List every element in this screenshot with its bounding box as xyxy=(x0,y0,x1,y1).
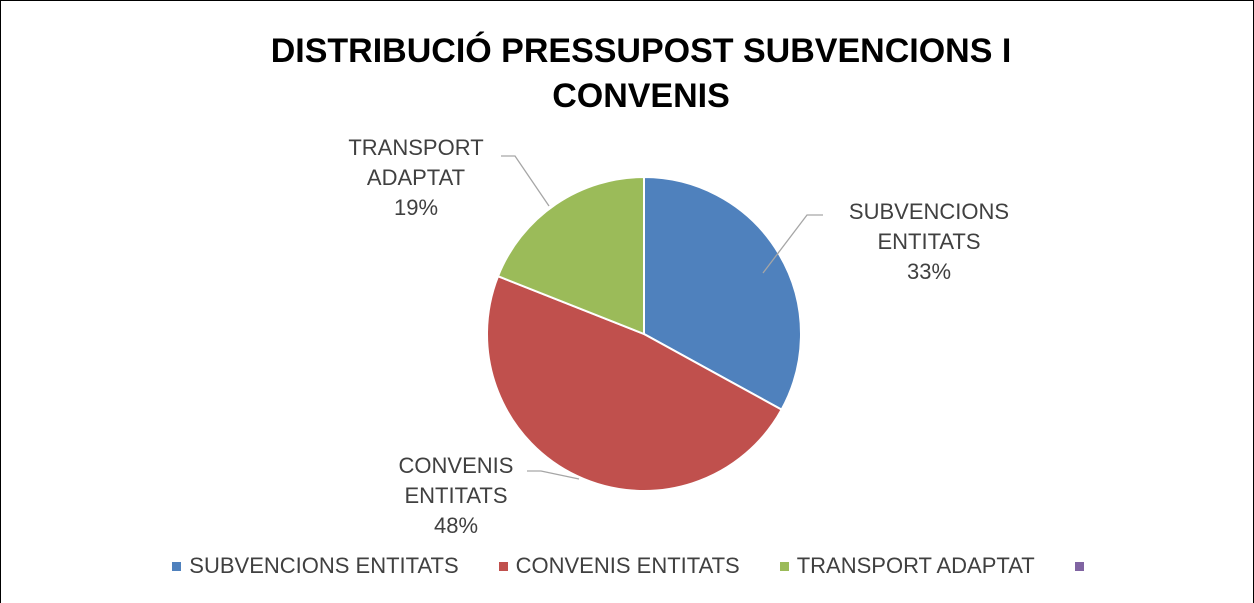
legend: SUBVENCIONS ENTITATS CONVENIS ENTITATS TRA… xyxy=(1,553,1253,579)
legend-item xyxy=(1074,553,1084,579)
leader-lines xyxy=(501,155,823,480)
legend-item: SUBVENCIONS ENTITATS xyxy=(172,553,459,579)
leader-line xyxy=(501,155,550,207)
legend-label: TRANSPORT ADAPTAT xyxy=(796,553,1035,578)
data-label-category: CONVENIS ENTITATS xyxy=(398,453,514,508)
slice xyxy=(496,175,645,336)
legend-item: CONVENIS ENTITATS xyxy=(498,553,740,579)
slice xyxy=(643,175,802,411)
chart-title: DISTRIBUCIÓ PRESSUPOST SUBVENCIONS I CON… xyxy=(270,32,1012,115)
legend-swatch xyxy=(779,561,789,571)
slice xyxy=(486,274,783,492)
data-label-value: 48% xyxy=(433,513,479,538)
leader-line xyxy=(527,470,580,480)
legend-swatch xyxy=(172,561,182,571)
pie xyxy=(486,175,802,492)
data-label-value: 19% xyxy=(393,195,439,220)
data-label: CONVENIS ENTITATS 48% xyxy=(346,451,566,541)
data-label-category: TRANSPORT ADAPTAT xyxy=(348,135,484,190)
data-label: TRANSPORT ADAPTAT 19% xyxy=(306,133,526,223)
data-label: SUBVENCIONS ENTITATS 33% xyxy=(819,197,1039,287)
data-label-category: SUBVENCIONS ENTITATS xyxy=(848,199,1010,254)
legend-swatch xyxy=(1074,561,1084,571)
legend-swatch xyxy=(498,561,508,571)
legend-label: SUBVENCIONS ENTITATS xyxy=(189,553,459,578)
leader-line xyxy=(762,214,823,274)
legend-label: CONVENIS ENTITATS xyxy=(515,553,740,578)
legend-item: TRANSPORT ADAPTAT xyxy=(779,553,1035,579)
data-label-value: 33% xyxy=(906,259,952,284)
